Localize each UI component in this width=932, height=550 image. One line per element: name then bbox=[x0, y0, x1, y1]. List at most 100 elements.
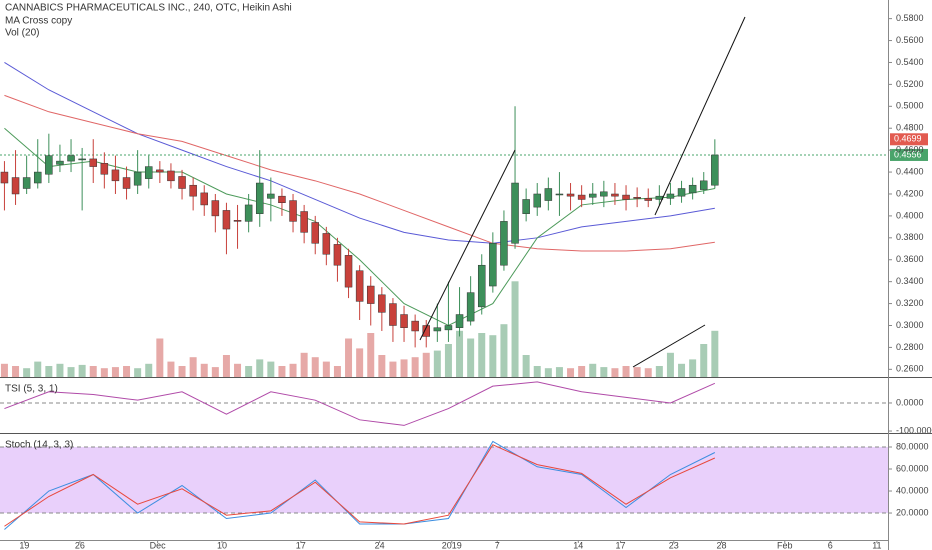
volume-bar bbox=[89, 366, 97, 377]
candle-body bbox=[178, 176, 186, 189]
volume-bar bbox=[278, 366, 286, 377]
volume-bar bbox=[34, 361, 42, 377]
trend-line bbox=[419, 149, 516, 341]
candle-body bbox=[33, 171, 42, 184]
y-tick-label: 0.4600 bbox=[896, 145, 924, 155]
x-tick-label: 28 bbox=[716, 540, 726, 550]
candle-body bbox=[477, 264, 486, 308]
line-series bbox=[4, 381, 716, 426]
candle-body bbox=[45, 155, 53, 175]
candle-body bbox=[156, 169, 164, 173]
x-tick-label: 19 bbox=[19, 540, 29, 550]
candle-body bbox=[489, 243, 497, 287]
candle-body bbox=[699, 180, 708, 190]
volume-bar bbox=[467, 338, 475, 377]
x-tick-label: 6 bbox=[828, 540, 833, 550]
candle-body bbox=[56, 160, 64, 165]
line-series bbox=[4, 440, 716, 530]
candle-body bbox=[233, 220, 242, 222]
candle-body bbox=[289, 200, 297, 222]
candle-body bbox=[189, 184, 197, 197]
volume-bar bbox=[400, 359, 408, 377]
candle-body bbox=[0, 171, 9, 184]
candle-body bbox=[200, 192, 208, 206]
volume-bar bbox=[100, 368, 108, 377]
volume-bar bbox=[500, 324, 508, 377]
volume-bar bbox=[655, 366, 663, 377]
volume-bar bbox=[689, 359, 697, 377]
volume-bar bbox=[578, 366, 586, 377]
volume-bar bbox=[489, 335, 497, 377]
volume-bar bbox=[533, 366, 541, 377]
volume-bar bbox=[123, 366, 131, 377]
candle-body bbox=[311, 222, 319, 244]
candle-body bbox=[644, 198, 652, 201]
volume-bar bbox=[478, 333, 486, 377]
candle-body bbox=[366, 285, 375, 304]
volume-bar bbox=[555, 367, 563, 377]
y-tick-label: 0.5000 bbox=[896, 101, 924, 111]
y-tick-label: 0.4200 bbox=[896, 188, 924, 198]
price-label-box bbox=[890, 133, 928, 146]
volume-bar bbox=[544, 368, 552, 377]
volume-bar bbox=[433, 350, 441, 377]
y-tick-label: 0.4400 bbox=[896, 166, 924, 176]
volume-bar bbox=[345, 338, 353, 377]
volume-bar bbox=[511, 281, 519, 377]
candle-body bbox=[111, 169, 120, 182]
volume-bar bbox=[622, 366, 630, 377]
volume-bar bbox=[456, 330, 464, 377]
volume-bar bbox=[700, 344, 708, 377]
y-tick-label: 0.5400 bbox=[896, 57, 924, 67]
candle-body bbox=[511, 182, 519, 244]
volume-bar bbox=[633, 367, 641, 377]
candle-body bbox=[411, 320, 419, 332]
candle-body bbox=[566, 193, 575, 197]
candle-body bbox=[378, 294, 386, 313]
volume-bar bbox=[589, 363, 597, 377]
volume-bar bbox=[522, 355, 530, 377]
chart-title: CANNABICS PHARMACEUTICALS INC., 240, OTC… bbox=[5, 3, 292, 14]
y-tick-label: 0.4000 bbox=[896, 210, 924, 220]
candle-body bbox=[688, 184, 697, 194]
candle-body bbox=[244, 204, 253, 222]
volume-bar bbox=[567, 368, 575, 377]
candle-body bbox=[267, 193, 275, 199]
volume-bar bbox=[711, 330, 719, 377]
candle-body bbox=[555, 193, 564, 196]
y-tick-label: 40.0000 bbox=[896, 485, 929, 495]
y-tick-label: 0.3200 bbox=[896, 298, 924, 308]
candle-body bbox=[211, 200, 220, 217]
line-series bbox=[4, 127, 715, 327]
volume-bar bbox=[189, 357, 197, 377]
price-label: 0.4699 bbox=[894, 134, 922, 144]
volume-bar bbox=[411, 357, 419, 377]
y-tick-label: 0.2800 bbox=[896, 342, 924, 352]
volume-bar bbox=[67, 367, 75, 377]
volume-bar bbox=[145, 363, 153, 377]
y-tick-label: 0.3400 bbox=[896, 276, 924, 286]
x-tick-label: 24 bbox=[375, 540, 385, 550]
volume-bar bbox=[23, 368, 31, 377]
volume-bar bbox=[56, 363, 64, 377]
candle-body bbox=[533, 193, 541, 208]
volume-bar bbox=[12, 366, 20, 377]
candle-body bbox=[100, 163, 109, 175]
y-tick-label: 0.5600 bbox=[896, 35, 924, 45]
volume-bar bbox=[389, 361, 397, 377]
y-tick-label: 0.2600 bbox=[896, 364, 924, 374]
stoch-band bbox=[0, 446, 888, 514]
volume-bar bbox=[422, 352, 430, 377]
indicator-label: MA Cross copy bbox=[5, 16, 72, 27]
x-tick-label: 17 bbox=[615, 540, 625, 550]
volume-bar bbox=[300, 352, 308, 377]
price-label-box bbox=[890, 148, 928, 161]
candle-body bbox=[611, 193, 619, 197]
volume-bar bbox=[444, 344, 452, 377]
x-tick-label: 2019 bbox=[442, 540, 462, 550]
line-series bbox=[4, 62, 715, 244]
y-tick-label: 0.5200 bbox=[896, 79, 924, 89]
candle-body bbox=[500, 221, 508, 266]
volume-bar bbox=[289, 363, 297, 377]
